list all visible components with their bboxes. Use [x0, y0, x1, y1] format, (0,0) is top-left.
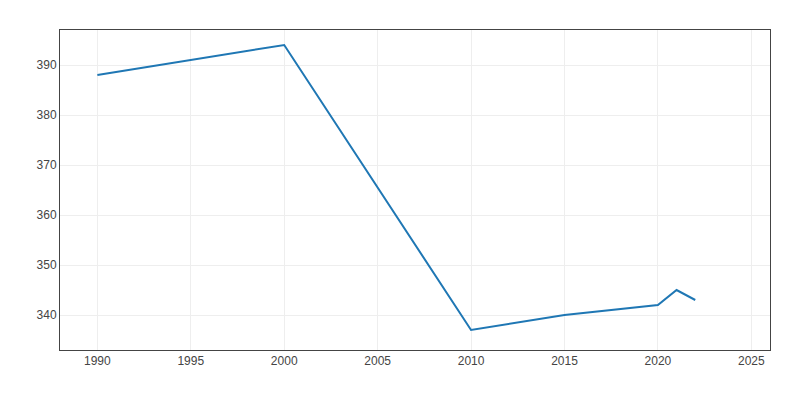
svg-text:2005: 2005 [364, 354, 391, 368]
svg-text:2015: 2015 [551, 354, 578, 368]
svg-text:2010: 2010 [458, 354, 485, 368]
svg-text:1995: 1995 [177, 354, 204, 368]
svg-text:380: 380 [37, 108, 57, 122]
svg-text:1990: 1990 [84, 354, 111, 368]
svg-text:360: 360 [37, 208, 57, 222]
svg-text:350: 350 [37, 258, 57, 272]
svg-text:2020: 2020 [645, 354, 672, 368]
svg-text:2000: 2000 [271, 354, 298, 368]
svg-text:2025: 2025 [738, 354, 765, 368]
svg-text:370: 370 [37, 158, 57, 172]
svg-text:390: 390 [37, 58, 57, 72]
svg-text:340: 340 [37, 308, 57, 322]
